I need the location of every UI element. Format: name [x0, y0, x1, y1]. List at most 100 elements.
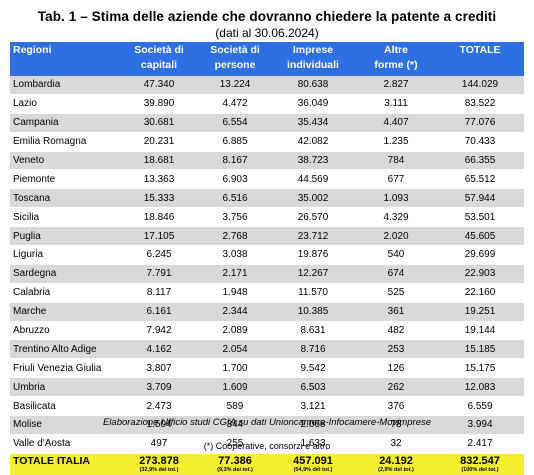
table-row: Calabria 8.117 1.948 11.570 525 22.160 [10, 283, 524, 303]
value-cell: 35.002 [270, 188, 356, 209]
region-name: Lombardia [10, 76, 118, 95]
header-imprese-individuali: Imprese individuali [287, 44, 339, 71]
table-row: Molise 1.504 344 2.068 78 3.994 [10, 415, 524, 435]
total-row: TOTALE ITALIA 273.878 (32,9% del tot.) 77… [10, 453, 524, 475]
table-title: Tab. 1 – Stima delle aziende che dovrann… [37, 9, 497, 24]
table-row: Abruzzo 7.942 2.089 8.631 482 19.144 [10, 321, 524, 341]
header-regioni: Regioni [13, 44, 52, 56]
region-name: Campania [10, 113, 118, 133]
value-cell: 65.512 [436, 169, 524, 190]
value-cell: 1.633 [270, 434, 356, 454]
region-name: Liguria [10, 245, 118, 265]
value-cell: 1.235 [356, 132, 436, 152]
value-cell: 2.344 [200, 302, 270, 322]
value-cell: 6.516 [200, 188, 270, 209]
value-cell: 6.503 [270, 377, 356, 398]
value-cell: 4.329 [356, 207, 436, 228]
value-cell: 11.570 [270, 283, 356, 303]
table-row: Marche 6.161 2.344 10.385 361 19.251 [10, 302, 524, 322]
value-cell: 7.791 [118, 264, 200, 284]
value-cell: 126 [356, 358, 436, 379]
value-cell: 2.089 [200, 321, 270, 341]
header-row: Regioni Società di capitali Società di per… [10, 42, 524, 76]
value-cell: 1.093 [356, 188, 436, 209]
value-cell: 6.559 [436, 396, 524, 417]
region-name: Umbria [10, 377, 118, 398]
data-table: Regioni Società di capitali Società di per… [10, 42, 524, 475]
table-row: Emilia Romagna 20.231 6.885 42.082 1.235 70.4… [10, 132, 524, 152]
value-cell: 253 [356, 339, 436, 360]
region-name: Sardegna [10, 264, 118, 284]
value-cell: 78 [356, 415, 436, 435]
value-cell: 36.049 [270, 94, 356, 114]
total-percent: (9,3% del tot.) [217, 466, 253, 473]
page: Tab. 1 – Stima delle aziende che dovrann… [10, 9, 524, 475]
value-cell: 540 [356, 245, 436, 265]
value-cell: 47.340 [118, 76, 200, 95]
total-percent: (32,9% del tot.) [139, 466, 179, 473]
value-cell: 20.231 [118, 132, 200, 152]
value-cell: 8.167 [200, 151, 270, 171]
table-row: Lazio 39.890 4.472 36.049 3.111 83.522 [10, 94, 524, 114]
table-row: Campania 30.681 6.554 35.434 4.407 77.076 [10, 113, 524, 133]
value-cell: 497 [118, 434, 200, 454]
table-row: Sardegna 7.791 2.171 12.267 674 22.903 [10, 264, 524, 284]
source-note: Elaborazione Ufficio studi CGIA su dati … [102, 417, 432, 428]
value-cell: 83.522 [436, 94, 524, 114]
header-societa-capitali: Società di capitali [134, 44, 184, 71]
value-cell: 15.185 [436, 339, 524, 360]
table-row: Liguria 6.245 3.038 19.876 540 29.699 [10, 245, 524, 265]
region-name: Sicilia [10, 207, 118, 228]
value-cell: 4.472 [200, 94, 270, 114]
value-cell: 32 [356, 434, 436, 454]
value-cell: 3.709 [118, 377, 200, 398]
total-value: 832.547 [460, 454, 500, 467]
value-cell: 35.434 [270, 113, 356, 133]
table-row: Valle d'Aosta 497 255 1.633 32 2.417 [10, 434, 524, 454]
value-cell: 22.903 [436, 264, 524, 284]
region-name: Lazio [10, 94, 118, 114]
region-name: Emilia Romagna [10, 132, 118, 152]
table-body: Lombardia 47.340 13.224 80.638 2.827 144.029 L… [10, 76, 524, 454]
region-name: Calabria [10, 283, 118, 303]
total-percent: (100% del tot.) [461, 466, 499, 473]
region-name: Toscana [10, 188, 118, 209]
value-cell: 1.504 [118, 415, 200, 435]
region-name: Trentino Alto Adige [10, 339, 118, 360]
table-row: Trentino Alto Adige 4.162 2.054 8.716 253 15.… [10, 339, 524, 360]
value-cell: 29.699 [436, 245, 524, 265]
value-cell: 8.631 [270, 321, 356, 341]
total-percent: (54,9% del tot.) [293, 466, 333, 473]
table-row: Sicilia 18.846 3.756 26.570 4.329 53.501 [10, 207, 524, 228]
header-societa-persone: Società di persone [210, 44, 260, 71]
value-cell: 674 [356, 264, 436, 284]
value-cell: 2.417 [436, 434, 524, 454]
table-row: Veneto 18.681 8.167 38.723 784 66.355 [10, 151, 524, 171]
value-cell: 9.542 [270, 358, 356, 379]
value-cell: 4.407 [356, 113, 436, 133]
value-cell: 784 [356, 151, 436, 171]
value-cell: 38.723 [270, 151, 356, 171]
value-cell: 344 [200, 415, 270, 435]
value-cell: 2.054 [200, 339, 270, 360]
value-cell: 15.175 [436, 358, 524, 379]
total-cell: 24.192 (2,9% del tot.) [356, 453, 436, 475]
value-cell: 45.605 [436, 226, 524, 247]
value-cell: 80.638 [270, 76, 356, 95]
value-cell: 482 [356, 321, 436, 341]
region-name: Veneto [10, 151, 118, 171]
value-cell: 18.681 [118, 151, 200, 171]
total-label: TOTALE ITALIA [13, 454, 90, 467]
region-name: Abruzzo [10, 321, 118, 341]
value-cell: 2.068 [270, 415, 356, 435]
table-header: Regioni Società di capitali Società di per… [10, 42, 524, 76]
value-cell: 3.994 [436, 415, 524, 435]
value-cell: 6.161 [118, 302, 200, 322]
value-cell: 17.105 [118, 226, 200, 247]
value-cell: 57.944 [436, 188, 524, 209]
value-cell: 2.020 [356, 226, 436, 247]
value-cell: 7.942 [118, 321, 200, 341]
table-row: Friuli Venezia Giulia 3.807 1.700 9.542 126 1… [10, 358, 524, 379]
value-cell: 77.076 [436, 113, 524, 133]
region-name: Molise [10, 415, 118, 435]
